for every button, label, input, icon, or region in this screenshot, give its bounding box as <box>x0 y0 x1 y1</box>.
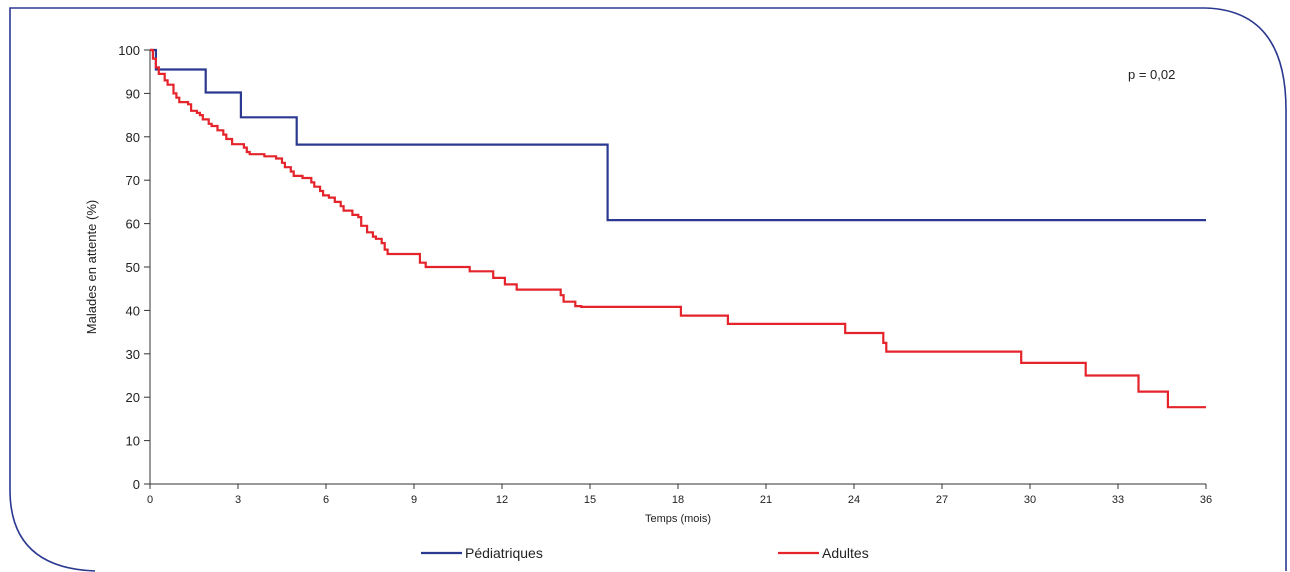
y-tick-label: 100 <box>118 43 140 58</box>
x-tick-label: 18 <box>672 494 684 506</box>
x-tick-label: 36 <box>1200 494 1212 506</box>
x-tick-label: 12 <box>496 494 508 506</box>
y-tick-label: 70 <box>126 173 140 188</box>
y-tick-label: 40 <box>126 303 140 318</box>
y-ticks: 0 10 20 30 40 50 60 70 80 90 100 <box>118 43 150 492</box>
series-line-pediatriques <box>150 48 1206 222</box>
y-tick-label: 90 <box>126 86 140 101</box>
legend-label-adultes: Adultes <box>822 545 869 561</box>
legend: Pédiatriques Adultes <box>421 545 869 561</box>
x-tick-label: 3 <box>235 494 241 506</box>
y-tick-label: 80 <box>126 130 140 145</box>
x-tick-label: 21 <box>760 494 772 506</box>
x-tick-label: 6 <box>323 494 329 506</box>
y-axis-title: Malades en attente (%) <box>84 200 99 334</box>
y-tick-label: 10 <box>126 434 140 449</box>
x-tick-label: 24 <box>848 494 860 506</box>
y-tick-label: 20 <box>126 390 140 405</box>
x-tick-label: 0 <box>147 494 153 506</box>
x-tick-label: 33 <box>1112 494 1124 506</box>
plot-axes <box>149 50 1206 485</box>
x-ticks: 0 3 6 9 12 15 18 21 24 27 30 33 36 <box>147 484 1212 506</box>
x-tick-label: 15 <box>584 494 596 506</box>
p-value-annotation: p = 0,02 <box>1128 67 1175 82</box>
y-tick-label: 50 <box>126 260 140 275</box>
series-lines <box>150 48 1206 409</box>
x-tick-label: 27 <box>936 494 948 506</box>
y-tick-label: 60 <box>126 217 140 232</box>
x-tick-label: 9 <box>411 494 417 506</box>
y-tick-label: 0 <box>133 477 140 492</box>
series-line-adultes <box>150 48 1206 409</box>
x-tick-label: 30 <box>1024 494 1036 506</box>
x-axis-title: Temps (mois) <box>645 513 711 525</box>
y-tick-label: 30 <box>126 347 140 362</box>
figure-border <box>9 7 1287 572</box>
legend-label-pediatriques: Pédiatriques <box>465 545 543 561</box>
